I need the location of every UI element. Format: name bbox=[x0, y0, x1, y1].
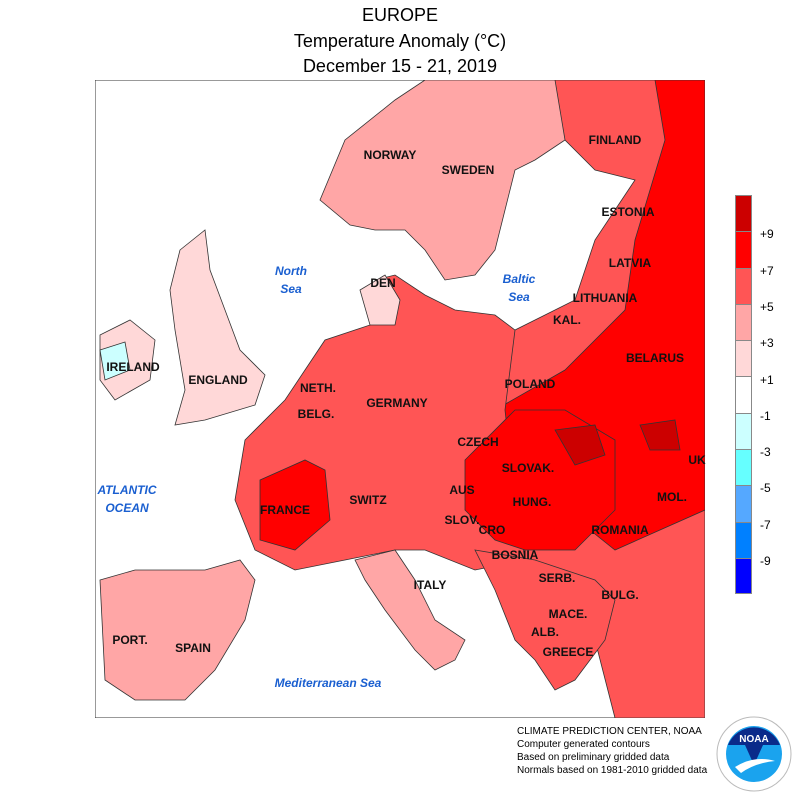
country-label: ENGLAND bbox=[188, 373, 248, 387]
map-period-title: December 15 - 21, 2019 bbox=[302, 56, 498, 76]
country-label: BELG. bbox=[297, 407, 335, 421]
iberia-land bbox=[99, 559, 256, 701]
country-label: BULG. bbox=[601, 588, 639, 602]
color-legend bbox=[735, 195, 752, 595]
country-label: KAL. bbox=[553, 313, 581, 327]
country-label: SPAIN bbox=[175, 641, 211, 655]
country-label: AUS bbox=[449, 483, 475, 497]
country-label: SERB. bbox=[538, 571, 576, 585]
country-label: NORWAY bbox=[363, 148, 417, 162]
country-label: SWEDEN bbox=[441, 163, 495, 177]
country-label: FINLAND bbox=[588, 133, 642, 147]
country-label: ESTONIA bbox=[601, 205, 655, 219]
country-label: MACE. bbox=[548, 607, 588, 621]
country-label: CZECH bbox=[457, 435, 499, 449]
svg-text:NOAA: NOAA bbox=[739, 734, 768, 745]
legend-swatch bbox=[735, 303, 752, 341]
britain-land bbox=[169, 229, 266, 426]
legend-swatch bbox=[735, 412, 752, 450]
sea-label: ATLANTIC OCEAN bbox=[97, 481, 156, 517]
country-label: DEN bbox=[370, 276, 396, 290]
country-label: ROMANIA bbox=[591, 523, 649, 537]
ireland-cool bbox=[99, 341, 131, 381]
map-variable-title: Temperature Anomaly (°C) bbox=[293, 31, 507, 51]
country-label: FRANCE bbox=[260, 503, 310, 517]
legend-swatch bbox=[735, 485, 752, 522]
credit-line: Based on preliminary gridded data bbox=[517, 752, 670, 763]
italy-land bbox=[354, 549, 466, 671]
sea-label-line: ATLANTIC bbox=[97, 483, 157, 497]
country-label: LITHUANIA bbox=[572, 291, 638, 305]
country-label: SWITZ bbox=[349, 493, 387, 507]
legend-tick-label: -3 bbox=[760, 445, 771, 460]
legend-tick-label: -5 bbox=[760, 481, 771, 496]
legend-tick-label: +9 bbox=[760, 227, 774, 242]
country-label: UK bbox=[688, 453, 706, 467]
legend-swatch bbox=[735, 557, 752, 595]
sea-label-line: Sea bbox=[280, 282, 302, 296]
balkans-land bbox=[474, 549, 616, 691]
sea-label: Baltic Sea bbox=[503, 270, 536, 306]
country-label: NETH. bbox=[300, 381, 336, 395]
legend-tick-label: -7 bbox=[760, 517, 771, 532]
country-label: ITALY bbox=[413, 578, 447, 592]
country-label: POLAND bbox=[504, 377, 556, 391]
legend-swatch bbox=[735, 267, 752, 304]
legend-swatch bbox=[735, 376, 752, 413]
country-label: PORT. bbox=[112, 633, 148, 647]
country-label: BOSNIA bbox=[491, 548, 539, 562]
legend-tick-label: +5 bbox=[760, 299, 774, 314]
france-warm bbox=[259, 459, 331, 551]
country-label: LATVIA bbox=[608, 256, 652, 270]
noaa-logo: NOAA bbox=[716, 716, 792, 792]
legend-swatch bbox=[735, 340, 752, 377]
sea-label-line: OCEAN bbox=[105, 501, 149, 515]
legend-tick-label: +1 bbox=[760, 372, 774, 387]
country-label: GERMANY bbox=[366, 396, 428, 410]
legend-tick-label: -1 bbox=[760, 408, 771, 423]
legend-swatch bbox=[735, 195, 752, 232]
denmark-land bbox=[359, 274, 401, 326]
legend-tick-label: +7 bbox=[760, 263, 774, 278]
country-label: SLOVAK. bbox=[501, 461, 555, 475]
sea-label: Mediterranean Sea bbox=[275, 674, 382, 692]
sea-label-line: Baltic bbox=[502, 272, 536, 286]
legend-swatch bbox=[735, 449, 752, 486]
credits: CLIMATE PREDICTION CENTER, NOAA Computer… bbox=[517, 725, 707, 777]
sea-label-line: Mediterranean Sea bbox=[274, 676, 382, 690]
credit-line: Computer generated contours bbox=[517, 739, 650, 750]
legend-swatch bbox=[735, 231, 752, 268]
danube-hot bbox=[554, 424, 606, 466]
country-label: IRELAND bbox=[106, 360, 160, 374]
sea-label: North Sea bbox=[275, 262, 307, 298]
scandinavia-land bbox=[319, 80, 566, 281]
credit-line: CLIMATE PREDICTION CENTER, NOAA bbox=[517, 726, 702, 737]
legend-tick-label: -9 bbox=[760, 554, 771, 568]
country-label: SLOV. bbox=[444, 513, 480, 527]
country-label: MOL. bbox=[657, 490, 687, 504]
temperature-anomaly-map bbox=[95, 80, 705, 718]
credit-line: Normals based on 1981-2010 gridded data bbox=[517, 765, 708, 776]
country-label: HUNG. bbox=[512, 495, 552, 509]
sea-label-line: North bbox=[275, 264, 307, 278]
country-label: GREECE bbox=[542, 645, 594, 659]
ukraine-hot bbox=[639, 419, 681, 451]
legend-swatch bbox=[735, 521, 752, 558]
sea-label-line: Sea bbox=[508, 290, 530, 304]
legend-tick-label: +3 bbox=[760, 336, 774, 351]
country-label: CRO bbox=[478, 523, 506, 537]
map-region-title: EUROPE bbox=[361, 5, 439, 25]
country-label: BELARUS bbox=[625, 351, 685, 365]
country-label: ALB. bbox=[531, 625, 559, 639]
